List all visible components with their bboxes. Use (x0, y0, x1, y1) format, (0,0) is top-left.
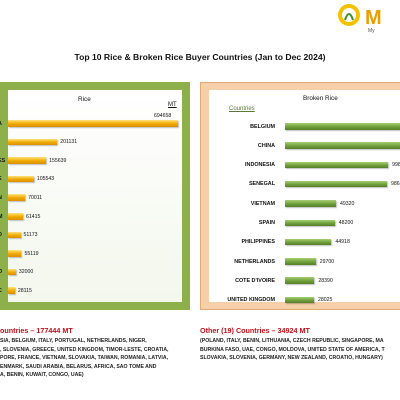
rice-bar (8, 120, 178, 127)
footer-right-line: (POLAND, ITALY, BENIN, LITHUANIA, CZECH … (200, 338, 384, 344)
rice-category-label: A (0, 121, 2, 127)
footer-right-title: Other (19) Countries – 34924 MT (200, 326, 310, 335)
broken-rice-bar (285, 238, 332, 246)
rice-category-label: N (0, 195, 2, 201)
logo-letter: M (365, 7, 382, 29)
rice-bar (8, 157, 47, 164)
rice-category-label: C (0, 288, 2, 294)
rice-value-label: 51173 (23, 232, 38, 239)
rice-bar (8, 175, 34, 183)
broken-rice-value-label: 28390 (318, 277, 333, 284)
broken-rice-category-label: UNITED KINGDOM (227, 297, 275, 304)
broken-rice-category-label: PHILIPPINES (241, 239, 275, 246)
broken-rice-value-label: 48200 (338, 220, 354, 226)
rice-value-label: 28115 (17, 287, 32, 294)
rice-bar (8, 250, 22, 257)
rice-value-label: 694658 (154, 113, 172, 119)
rice-bar (8, 268, 16, 276)
rice-bar (8, 287, 15, 294)
broken-rice-bar (285, 277, 315, 284)
rice-unit-label: MT (168, 102, 177, 108)
broken-rice-category-label: BELGIUM (250, 123, 275, 130)
broken-rice-category-label: INDONESIA (245, 162, 275, 169)
broken-rice-value-label: 44918 (335, 239, 350, 246)
brand-logo: M My (336, 2, 400, 34)
footer-left-line: ENMARK, SAUDI ARABIA, BELARUS, AFRICA, S… (0, 363, 157, 370)
broken-rice-value-label: 29700 (319, 258, 335, 265)
rice-chart-area: Rice MT 694658 A 201131 155639 ES 105543 E 7001… (0, 90, 182, 302)
rice-bar (8, 138, 58, 146)
rice-value-label: 70011 (28, 194, 43, 201)
rice-value-label: 201131 (60, 139, 78, 146)
broken-rice-bar (285, 200, 336, 207)
rice-category-label: M (0, 213, 3, 220)
broken-rice-category-label: SENEGAL (248, 181, 275, 188)
rice-chart-title: Rice (78, 96, 91, 103)
footer-right-line: BURKINA FASO, UAE, CONGO, MOLDOVA, UNITE… (200, 346, 385, 353)
broken-rice-axis-header: Countries (229, 106, 255, 112)
rice-value-label: 61415 (26, 213, 41, 220)
broken-rice-category-label: NETHERLANDS (234, 258, 275, 265)
rice-value-label: 105543 (36, 176, 55, 183)
rice-category-label: D (0, 232, 2, 238)
rice-category-label: E (0, 176, 2, 182)
rice-value-label: 155639 (49, 157, 67, 164)
rice-bar (8, 194, 26, 201)
footer-left-line: , SLOVENIA, GREECE, UNITED KINGDOM, TIMO… (0, 346, 169, 353)
page-title: Top 10 Rice & Broken Rice Buyer Countrie… (74, 52, 326, 62)
rice-category-label: O (0, 269, 3, 276)
broken-rice-category-label: COTE D'IVOIRE (235, 277, 275, 284)
footer-left-line: PORE, FRANCE, VIETNAM, SLOVAKIA, TAIWAN,… (0, 355, 169, 362)
broken-rice-chart-panel: Broken Rice Countries BELGIUMCHINA3INDON… (200, 82, 400, 310)
broken-rice-category-label: SPAIN (258, 220, 275, 226)
broken-rice-bar (285, 123, 400, 130)
logo-subtext: My (368, 28, 375, 34)
rice-category-label: ES (0, 157, 6, 164)
footer-left-title: ountries – 177444 MT (0, 326, 73, 335)
rice-bar (8, 231, 21, 239)
broken-rice-bar (285, 258, 316, 265)
broken-rice-bar (285, 161, 389, 169)
broken-rice-bar (285, 180, 387, 188)
broken-rice-category-label: CHINA (257, 142, 275, 149)
broken-rice-chart-area: Broken Rice Countries BELGIUMCHINA3INDON… (209, 90, 400, 304)
rice-value-label: 55119 (24, 250, 39, 257)
footer-left-line: SIA, BELGIUM, ITALY, PORTUGAL, NETHERLAN… (0, 338, 147, 344)
broken-rice-value-label: 28025 (317, 297, 333, 304)
broken-rice-chart-title: Broken Rice (303, 95, 338, 102)
broken-rice-bar (285, 142, 400, 149)
footer-right-line: SLOVAKIA, SLOVENIA, GERMANY, NEW ZEALAND… (200, 355, 383, 362)
broken-rice-value-label: 98658 (390, 181, 400, 188)
footer-left-line: A, BENIN, KUWAIT, CONGO, UAE) (0, 372, 84, 379)
rice-value-label: 32000 (18, 269, 34, 276)
broken-rice-value-label: 99801 (392, 162, 400, 169)
rice-bar (8, 213, 24, 220)
rice-chart-panel: Rice MT 694658 A 201131 155639 ES 105543 E 7001… (0, 82, 190, 310)
broken-rice-category-label: VIETNAM (250, 200, 275, 207)
broken-rice-value-label: 49320 (339, 200, 355, 207)
broken-rice-bar (285, 219, 335, 226)
broken-rice-bar (285, 296, 314, 304)
